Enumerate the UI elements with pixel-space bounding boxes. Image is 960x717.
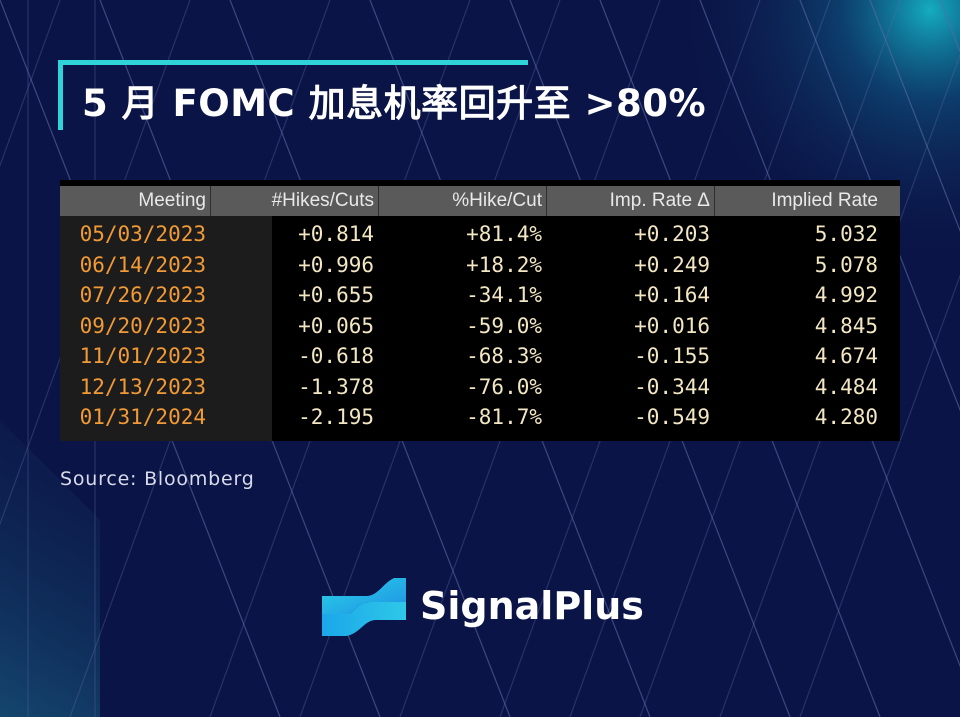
meeting-date-cell: 06/14/2023	[79, 252, 206, 277]
table-cell: +81.4%	[466, 222, 542, 246]
meeting-date-cell: 05/03/2023	[79, 222, 206, 246]
title-frame	[58, 60, 528, 130]
table-cell: 4.845	[814, 313, 878, 338]
table-cell: -0.344	[634, 374, 710, 399]
table-row: 01/31/2024 -2.195 -81.7% -0.549 4.280	[60, 402, 900, 433]
meeting-date-cell: 09/20/2023	[79, 313, 206, 338]
table-header: Meeting #Hikes/Cuts %Hike/Cut Imp. Rate Δ Im…	[60, 186, 900, 216]
table-cell: +0.065	[298, 313, 374, 338]
table-cell: -59.0%	[466, 313, 542, 338]
meeting-date-cell: 01/31/2024	[79, 405, 206, 429]
table-row: 06/14/2023 +0.996 +18.2% +0.249 5.078	[60, 250, 900, 281]
table-cell: -81.7%	[466, 405, 542, 429]
table-cell: +18.2%	[466, 252, 542, 277]
source-note: Source: Bloomberg	[60, 468, 255, 490]
header-separator	[378, 186, 379, 216]
background-line	[799, 0, 960, 412]
table-cell: 4.280	[814, 405, 878, 429]
table-row: 07/26/2023 +0.655 -34.1% +0.164 4.992	[60, 280, 900, 311]
table-cell: 4.992	[814, 283, 878, 307]
table-row: 09/20/2023 +0.065 -59.0% +0.016 4.845	[60, 311, 900, 342]
table-cell: +0.655	[298, 283, 374, 307]
table-cell: -1.378	[298, 374, 374, 399]
table-cell: -68.3%	[466, 344, 542, 368]
meeting-date-cell: 11/01/2023	[79, 344, 206, 368]
table-row: 12/13/2023 -1.378 -76.0% -0.344 4.484	[60, 372, 900, 403]
table-cell: +0.996	[298, 252, 374, 277]
meeting-date-cell: 12/13/2023	[79, 374, 206, 399]
brand-name: SignalPlus	[420, 584, 644, 628]
table-cell: +0.814	[298, 222, 374, 246]
table-cell: 5.078	[814, 252, 878, 277]
table-cell: +0.164	[634, 283, 710, 307]
table-cell: 4.484	[814, 374, 878, 399]
table-row: 11/01/2023 -0.618 -68.3% -0.155 4.674	[60, 341, 900, 372]
header-separator	[210, 186, 211, 216]
table-cell: +0.016	[634, 313, 710, 338]
table-cell: -2.195	[298, 405, 374, 429]
header-separator	[546, 186, 547, 216]
table-cell: 5.032	[814, 222, 878, 246]
table-cell: -0.155	[634, 344, 710, 368]
meeting-column-shade	[60, 216, 272, 441]
background-line	[869, 0, 960, 233]
table-cell: -0.549	[634, 405, 710, 429]
data-table: Meeting #Hikes/Cuts %Hike/Cut Imp. Rate Δ Im…	[60, 180, 900, 441]
table-row: 05/03/2023 +0.814 +81.4% +0.203 5.032	[60, 219, 900, 250]
column-header: #Hikes/Cuts	[271, 190, 374, 211]
column-header: %Hike/Cut	[452, 190, 542, 211]
background-line	[0, 0, 61, 168]
background-line	[799, 274, 960, 717]
table-cell: -0.618	[298, 344, 374, 368]
page-title: 5 月 FOMC 加息机率回升至 >80%	[82, 82, 707, 125]
table-cell: -34.1%	[466, 283, 542, 307]
column-header: Meeting	[138, 190, 206, 211]
meeting-date-cell: 07/26/2023	[79, 283, 206, 307]
header-separator	[714, 186, 715, 216]
table-cell: +0.249	[634, 252, 710, 277]
column-header: Imp. Rate Δ	[609, 190, 710, 211]
signalplus-logo-icon	[322, 578, 406, 636]
table-cell: -76.0%	[466, 374, 542, 399]
table-cell: +0.203	[634, 222, 710, 246]
column-header: Implied Rate	[771, 190, 878, 211]
table-cell: 4.674	[814, 344, 878, 368]
